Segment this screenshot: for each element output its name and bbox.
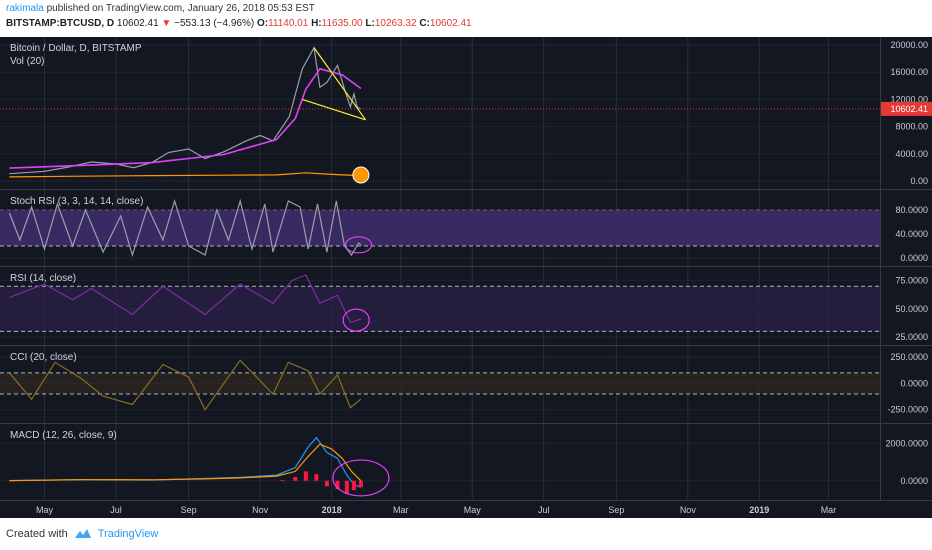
macd-series-line-1 [9, 443, 362, 482]
indicator-band [0, 210, 880, 246]
macd-histogram-bar [280, 480, 285, 481]
symbol-header: BITSTAMP:BTCUSD, D 10602.41 ▼ −553.13 (−… [6, 18, 472, 29]
y-tick-label: 12000.00 [890, 94, 928, 104]
x-tick-label: Sep [608, 505, 624, 515]
x-tick-label: Nov [680, 505, 697, 515]
price-change: −553.13 (−4.96%) [174, 18, 255, 29]
macd-histogram-bar [324, 480, 329, 487]
macd-histogram-bar [293, 477, 298, 481]
x-tick-label: 2018 [322, 505, 342, 515]
y-tick-label: 4000.00 [895, 149, 928, 159]
y-tick-label: 0.0000 [900, 253, 928, 263]
stoch_rsi-series-line-0 [8, 198, 362, 258]
y-tick-label: 250.0000 [890, 352, 928, 362]
pane-title: RSI (14, close) [10, 273, 76, 284]
created-with-label: Created with [6, 528, 68, 540]
pane-title: MACD (12, 26, close, 9) [10, 430, 117, 441]
tradingview-logo-icon [74, 529, 91, 538]
footer: Created with TradingView [6, 528, 158, 540]
pane-title: Stoch RSI (3, 3, 14, 14, close) [10, 196, 143, 207]
x-tick-label: Jul [110, 505, 122, 515]
tradingview-brand[interactable]: TradingView [97, 528, 159, 540]
x-tick-label: Mar [393, 505, 409, 515]
macd-histogram-bar [335, 480, 340, 490]
low-value: 10263.32 [374, 18, 417, 29]
x-tick-label: Jul [538, 505, 550, 515]
chart-area[interactable]: 20000.00 16000.00 12000.00 8000.00 4000.00 0.… [0, 37, 932, 518]
y-tick-label: 0.0000 [900, 476, 928, 486]
pane-subtitle: Vol (20) [10, 56, 44, 67]
macd-highlight-circle [332, 459, 390, 497]
x-tick-label: May [36, 505, 54, 515]
y-tick-label: 16000.00 [890, 67, 928, 77]
published-text: published on TradingView.com, January 26… [46, 3, 315, 14]
last-price-tag [881, 101, 932, 116]
publish-header: rakimala published on TradingView.com, J… [6, 3, 315, 14]
event-marker-icon [352, 166, 370, 184]
pane-title: Bitcoin / Dollar, D, BITSTAMP [10, 43, 142, 54]
chart-svg[interactable]: 20000.00 16000.00 12000.00 8000.00 4000.00 0.… [0, 37, 932, 518]
x-tick-label: Mar [821, 505, 837, 515]
y-tick-label: 2000.0000 [885, 438, 928, 448]
high-value: 11635.00 [321, 18, 363, 29]
y-tick-label: 75.0000 [895, 276, 928, 286]
y-tick-label: 20000.00 [890, 40, 928, 50]
cci-series-line-0 [8, 359, 362, 411]
rsi-series-line-0 [9, 274, 362, 324]
price-series-line-0 [9, 45, 362, 175]
x-tick-label: May [464, 505, 482, 515]
triangle-upper-trendline [313, 47, 367, 121]
last-price: 10602.41 [116, 18, 159, 29]
y-tick-label: 80.0000 [895, 205, 928, 215]
macd-histogram-bar [314, 474, 319, 481]
x-tick-label: Sep [181, 505, 197, 515]
y-tick-label: 0.00 [910, 176, 928, 186]
price-series-line-2 [9, 172, 361, 178]
open-value: 11140.01 [268, 18, 309, 29]
x-tick-label: Nov [252, 505, 269, 515]
y-tick-label: 25.0000 [895, 332, 928, 342]
close-value: 10602.41 [429, 18, 472, 29]
y-tick-label: 0.0000 [900, 378, 928, 388]
y-tick-label: 8000.00 [895, 122, 928, 132]
y-tick-label: 50.0000 [895, 304, 928, 314]
author-link[interactable]: rakimala [6, 3, 44, 14]
triangle-lower-trendline [302, 98, 366, 121]
price-series-line-1 [9, 67, 362, 169]
change-arrow-icon: ▼ [161, 18, 172, 29]
close-label: C: [419, 18, 430, 29]
macd-histogram-bar [303, 471, 308, 481]
high-label: H: [311, 18, 322, 29]
macd-histogram-bar [344, 480, 349, 494]
pane-title: CCI (20, close) [10, 352, 77, 363]
stoch-rsi-highlight-circle [344, 236, 373, 254]
y-tick-label: 40.0000 [895, 229, 928, 239]
macd-histogram-bar [358, 480, 363, 488]
rsi-highlight-circle [342, 308, 370, 332]
low-label: L: [365, 18, 375, 29]
y-tick-label: -250.0000 [887, 405, 928, 415]
x-tick-label: 2019 [749, 505, 769, 515]
open-label: O: [256, 18, 269, 29]
macd-histogram-bar [351, 480, 356, 491]
symbol-label: BITSTAMP:BTCUSD, D [6, 18, 115, 29]
last-price-tag-label: 10602.41 [890, 104, 928, 114]
time-axis [0, 500, 932, 518]
